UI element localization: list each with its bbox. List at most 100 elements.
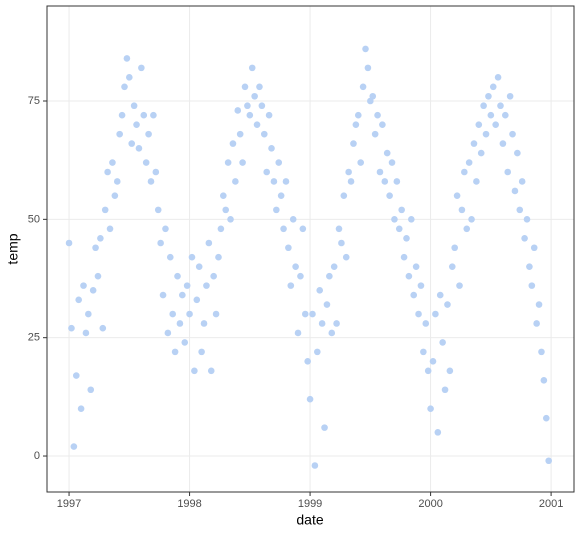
point xyxy=(526,263,533,270)
point xyxy=(162,225,169,233)
point xyxy=(318,320,326,327)
point xyxy=(292,263,299,270)
point xyxy=(461,168,468,176)
point xyxy=(82,329,90,337)
point xyxy=(77,405,85,412)
point xyxy=(285,244,292,252)
point xyxy=(321,424,328,431)
point xyxy=(217,225,225,233)
point xyxy=(540,376,548,384)
point xyxy=(280,225,287,233)
point xyxy=(268,145,275,152)
point xyxy=(444,301,451,308)
point xyxy=(99,324,107,332)
point xyxy=(340,192,348,199)
point xyxy=(410,291,418,299)
point xyxy=(301,310,309,318)
point xyxy=(482,130,490,138)
point xyxy=(195,263,203,270)
point xyxy=(92,244,99,252)
point xyxy=(448,263,456,270)
panel-border xyxy=(46,5,575,493)
y-tick-label: 75 xyxy=(28,95,40,107)
point xyxy=(75,296,82,304)
point xyxy=(227,216,234,223)
point xyxy=(65,239,73,247)
point xyxy=(150,111,157,119)
point xyxy=(126,74,133,81)
point xyxy=(514,149,521,157)
point xyxy=(362,45,369,53)
point xyxy=(523,216,531,223)
x-tick-label: 1998 xyxy=(177,498,201,510)
x-tick-label: 1999 xyxy=(298,498,322,510)
point xyxy=(113,178,121,185)
point xyxy=(133,121,140,128)
point xyxy=(420,348,427,356)
point xyxy=(335,225,343,233)
point xyxy=(118,111,126,119)
point xyxy=(251,92,258,100)
point xyxy=(142,159,150,166)
point xyxy=(485,92,492,100)
y-tick-label: 0 xyxy=(34,450,40,462)
y-axis-title: temp xyxy=(5,233,21,264)
point xyxy=(350,140,357,147)
point xyxy=(179,291,186,299)
point xyxy=(489,83,497,91)
point xyxy=(383,149,391,157)
point xyxy=(138,64,145,72)
point xyxy=(342,253,350,261)
point xyxy=(152,168,160,176)
point xyxy=(468,216,475,223)
point xyxy=(326,272,333,280)
point xyxy=(518,178,526,185)
point xyxy=(232,178,239,185)
point xyxy=(415,310,422,318)
y-tick-label: 50 xyxy=(28,213,40,225)
point xyxy=(207,367,215,375)
point xyxy=(248,64,256,72)
point xyxy=(545,457,552,465)
point xyxy=(304,358,311,365)
point xyxy=(516,206,524,214)
point xyxy=(403,234,410,242)
point xyxy=(306,395,314,403)
point xyxy=(333,320,340,327)
x-tick-label: 2000 xyxy=(418,498,442,510)
point xyxy=(393,178,401,185)
point xyxy=(70,443,78,450)
point xyxy=(504,168,512,176)
point xyxy=(191,367,198,375)
point xyxy=(328,329,336,337)
point xyxy=(376,168,384,176)
point xyxy=(169,310,176,318)
point xyxy=(273,206,280,214)
point xyxy=(104,168,111,176)
point xyxy=(89,287,97,294)
point xyxy=(521,234,528,242)
point xyxy=(487,111,495,119)
point xyxy=(123,55,131,62)
point xyxy=(371,130,379,138)
point xyxy=(229,140,237,147)
point xyxy=(511,187,519,195)
point xyxy=(258,102,266,110)
point xyxy=(364,64,372,72)
point xyxy=(509,130,516,138)
point xyxy=(171,348,179,356)
point xyxy=(193,296,201,304)
point xyxy=(451,244,458,252)
point xyxy=(130,102,138,110)
point xyxy=(212,310,220,318)
point xyxy=(422,320,430,327)
point xyxy=(256,83,263,91)
point xyxy=(181,339,189,346)
point xyxy=(80,282,87,289)
point xyxy=(405,272,413,280)
point xyxy=(535,301,543,308)
y-tick-label: 25 xyxy=(28,332,40,344)
point xyxy=(432,310,439,318)
point xyxy=(176,320,184,327)
point xyxy=(200,320,208,327)
